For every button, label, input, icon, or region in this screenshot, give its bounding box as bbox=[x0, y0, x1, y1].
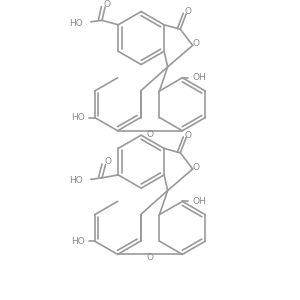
Text: O: O bbox=[192, 163, 199, 172]
Text: O: O bbox=[103, 0, 110, 9]
Text: O: O bbox=[146, 254, 154, 262]
Text: HO: HO bbox=[70, 237, 84, 246]
Text: O: O bbox=[146, 130, 154, 139]
Text: O: O bbox=[185, 131, 192, 140]
Text: O: O bbox=[104, 157, 111, 166]
Text: O: O bbox=[185, 7, 192, 16]
Text: OH: OH bbox=[193, 73, 206, 82]
Text: O: O bbox=[192, 39, 199, 48]
Text: HO: HO bbox=[69, 176, 82, 185]
Text: OH: OH bbox=[193, 197, 206, 206]
Text: HO: HO bbox=[69, 19, 82, 28]
Text: HO: HO bbox=[70, 113, 84, 122]
